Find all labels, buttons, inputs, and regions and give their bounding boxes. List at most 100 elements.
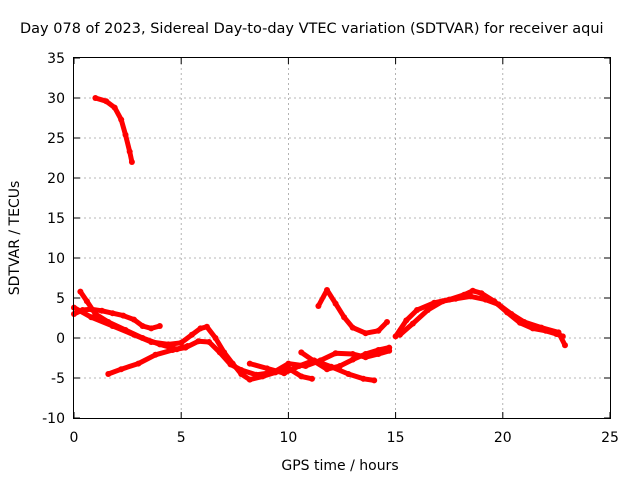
data-point [375,327,382,334]
y-tick-label: -10 [42,411,65,427]
data-point [375,347,382,353]
data-point [371,377,378,384]
y-tick-label: 30 [47,91,65,107]
data-point [345,371,352,377]
y-tick-label: 0 [56,331,65,347]
data-point [105,371,112,377]
data-point [469,287,476,294]
data-point [227,361,234,368]
y-tick-label: -5 [51,371,65,387]
data-point [360,375,367,382]
data-point [111,104,118,111]
x-tick-label: 25 [601,430,619,446]
y-tick-label: 10 [47,251,65,267]
data-point [396,331,403,338]
data-point [341,314,348,321]
data-point [508,311,515,317]
data-point [128,159,135,165]
data-point [109,323,116,329]
data-point [246,376,253,383]
y-tick-label: 35 [47,51,65,67]
data-point [182,344,189,351]
data-point [131,331,137,338]
data-point [281,370,288,377]
data-point [92,95,99,101]
data-point [148,339,155,345]
x-axis-label: GPS time / hours [281,458,398,474]
data-point [120,312,127,319]
data-point [467,293,474,300]
data-point [298,349,305,356]
data-point [538,324,545,331]
data-point [362,330,369,337]
data-point [386,344,393,351]
data-point [103,98,110,105]
data-point [324,287,330,293]
data-point [246,360,253,367]
chart-title: Day 078 of 2023, Sidereal Day-to-day VTE… [20,21,604,37]
data-point [253,371,260,378]
x-tick-label: 20 [494,430,512,446]
data-point [285,360,292,367]
data-point [384,319,390,325]
data-point [296,363,303,369]
data-point [482,296,489,303]
data-point [178,339,185,346]
data-point [195,338,202,345]
data-point [98,307,105,314]
data-point [495,301,502,308]
data-point [88,314,95,321]
axis-ticks [73,57,611,419]
y-tick-label: 15 [47,211,65,227]
x-tick-label: 10 [279,430,297,446]
data-point [264,365,270,372]
data-point [77,288,84,295]
data-point [439,298,446,305]
x-tick-label: 5 [177,430,186,446]
data-point [238,367,245,373]
data-point [362,351,369,357]
data-point [109,310,116,317]
data-point [478,290,485,297]
data-point [349,324,356,331]
x-tick-label: 0 [70,430,79,446]
data-point [332,300,339,307]
data-point [126,148,133,155]
y-tick-labels: -10 -5 0 5 10 15 20 25 30 35 [42,51,65,427]
data-point [409,320,416,327]
y-tick-label: 20 [47,171,65,187]
data-point [148,325,155,332]
data-point [118,366,125,373]
data-point [92,311,99,317]
data-point [414,307,420,313]
data-point [452,295,459,302]
data-point [83,298,90,305]
data-point [139,323,146,329]
data-point [332,350,339,357]
data-point [216,349,223,356]
y-axis-label: SDTVAR / TECUs [7,181,23,296]
data-point [315,303,322,309]
data-point [298,373,305,380]
data-point [311,358,318,365]
data-point [206,339,213,345]
plot-frame [73,57,611,419]
grid-lines [74,58,610,418]
data-point [309,375,315,382]
data-point [122,131,129,138]
x-tick-labels: 0 5 10 15 20 25 [70,430,619,446]
data-point [349,351,356,357]
data-point [212,335,219,341]
x-tick-label: 15 [387,430,405,446]
y-tick-label: 25 [47,131,65,147]
data-point [562,342,568,349]
y-tick-label: 5 [56,291,65,307]
data-point [324,366,330,373]
data-point [555,329,562,336]
data-point [156,323,163,329]
data-point [336,363,343,369]
data-point [131,316,137,323]
data-point [349,356,356,363]
series-line-track-b [71,306,163,331]
